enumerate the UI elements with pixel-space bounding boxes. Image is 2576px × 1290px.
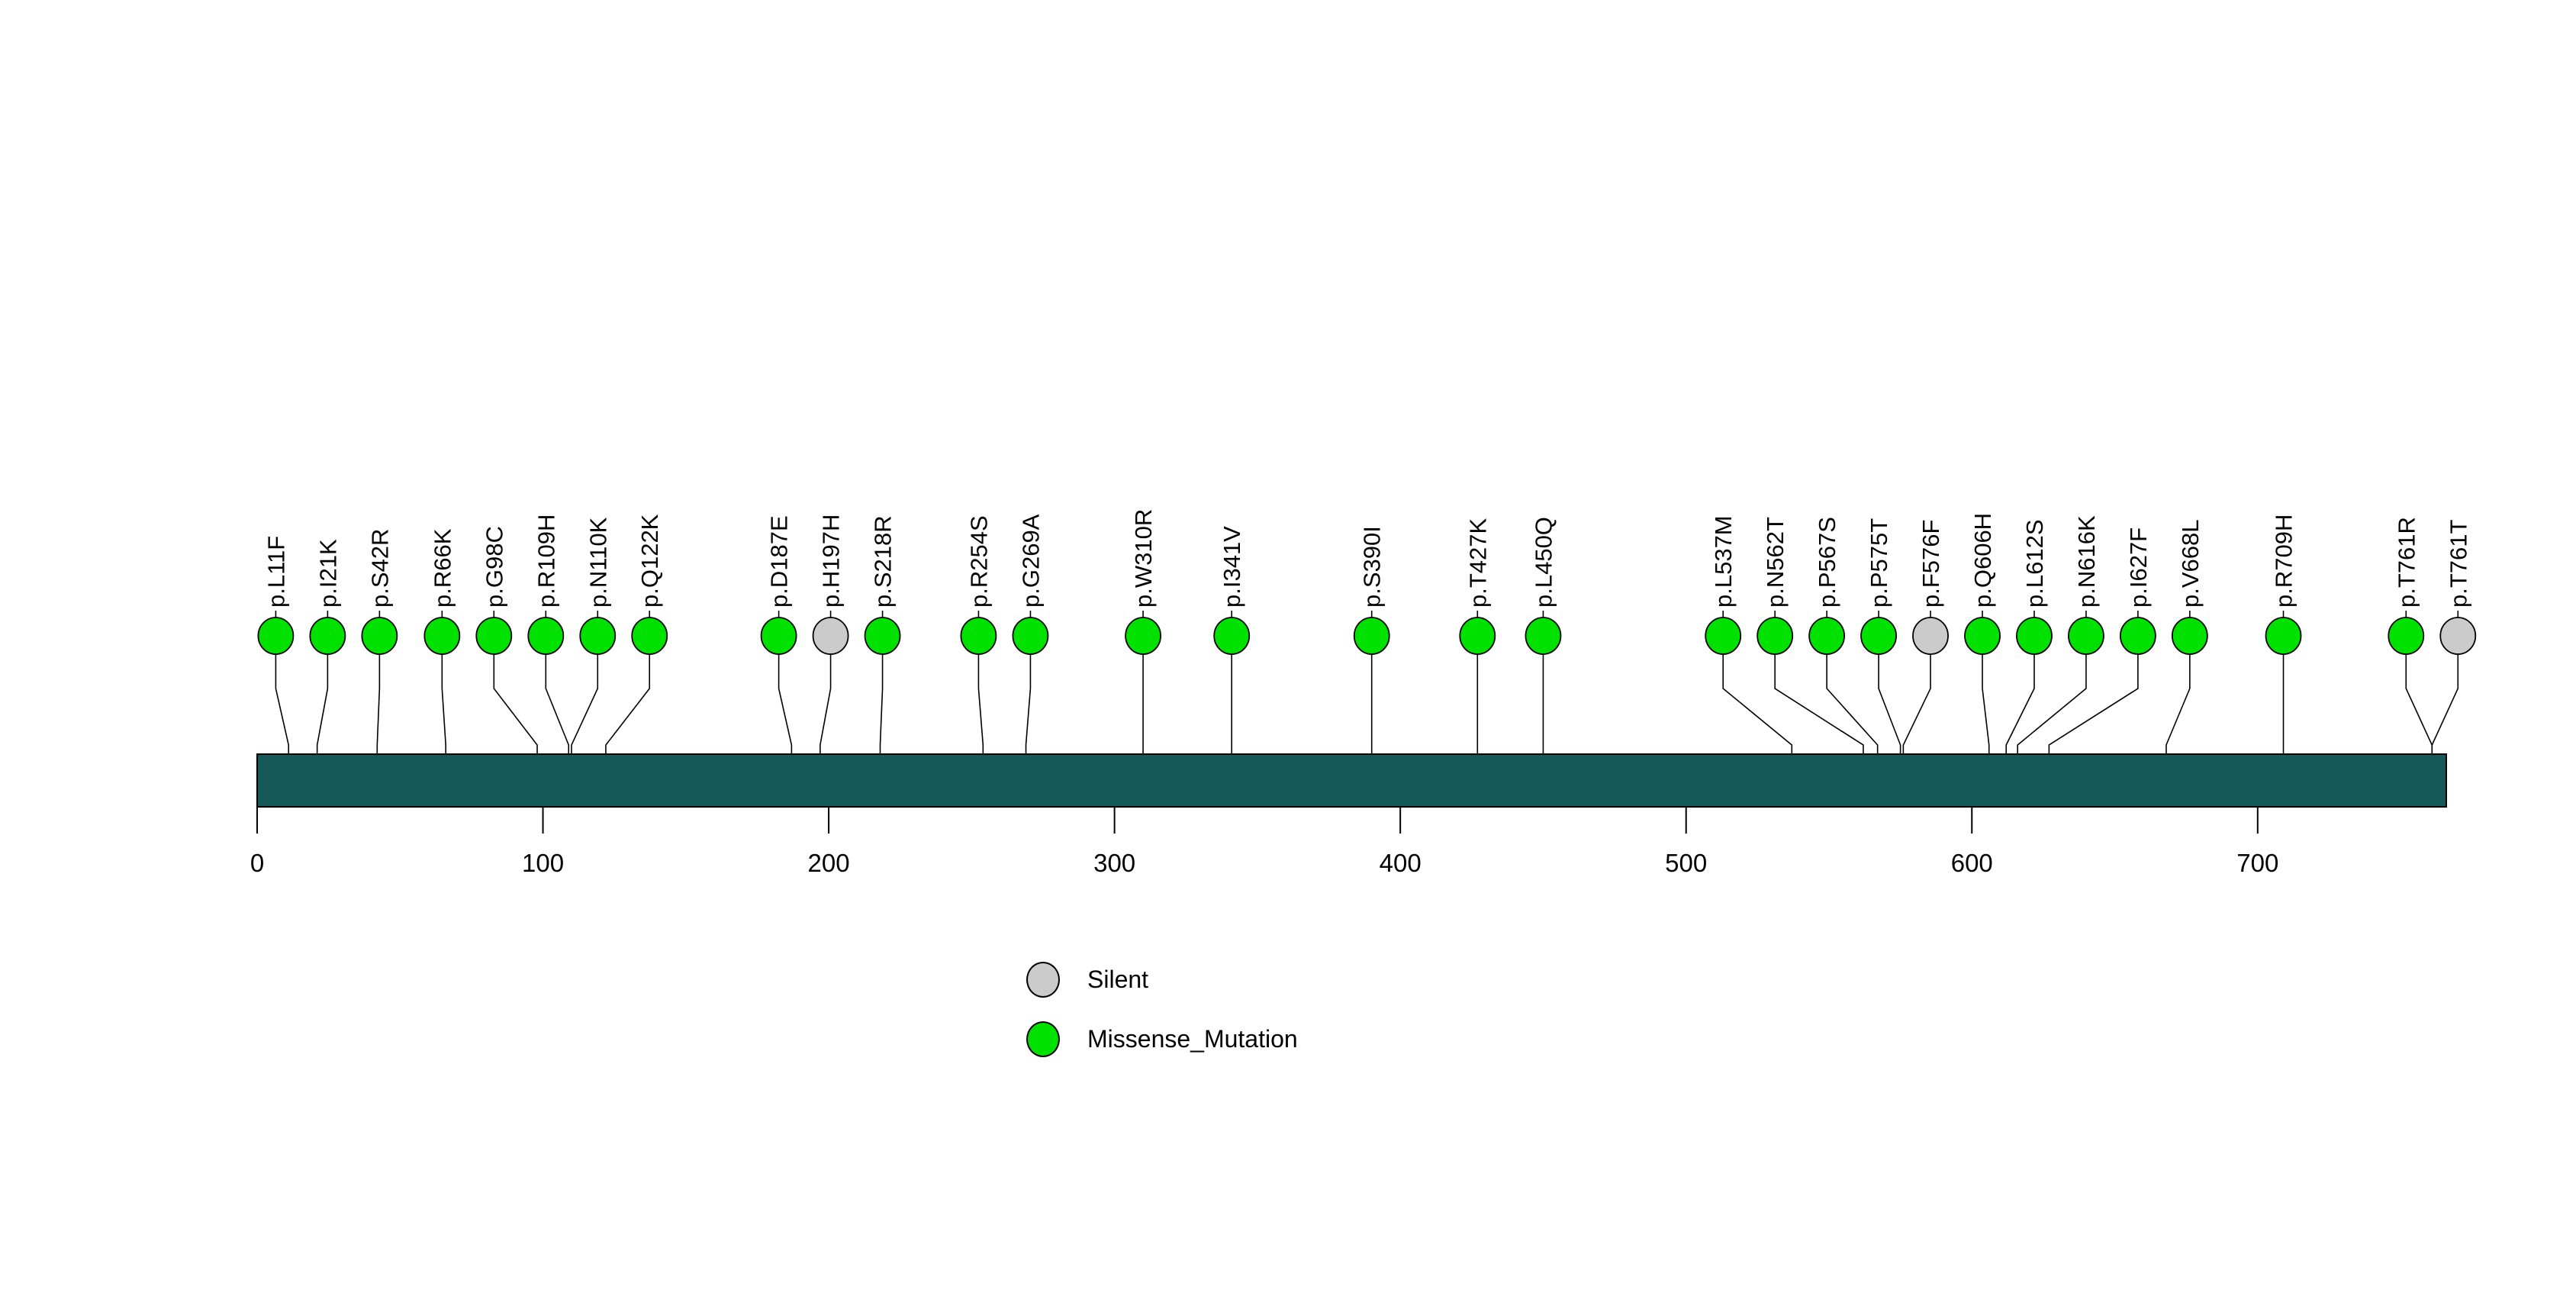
lollipop-marker <box>960 617 997 655</box>
mutation-label: p.R254S <box>965 515 992 608</box>
lollipop-marker <box>361 617 398 655</box>
mutation-label: p.P575T <box>1866 518 1892 608</box>
protein-backbone <box>256 753 2447 808</box>
mutation-label: p.V668L <box>2177 520 2204 608</box>
lollipop-marker <box>1912 617 1949 655</box>
mutation-label: p.L450Q <box>1530 517 1557 608</box>
mutation-label: p.H197H <box>818 514 845 608</box>
axis-tick-label: 0 <box>250 849 264 877</box>
lollipop-marker <box>1213 617 1251 655</box>
mutation-label: p.N110K <box>584 517 611 608</box>
mutation-label-layer: p.L11F p.I21K p.S42R p.R66K p.G98C p.R109H p.N… <box>262 509 2471 608</box>
mutation-label: p.S218R <box>870 515 897 608</box>
lollipop-marker <box>2265 617 2302 655</box>
mutation-label: p.N562T <box>1762 517 1789 608</box>
mutation-label: p.L537M <box>1710 515 1737 608</box>
lollipop-marker <box>812 617 849 655</box>
marker-layer <box>257 617 2477 655</box>
mutation-label: p.S42R <box>366 529 393 608</box>
lollipop-marker <box>760 617 797 655</box>
silent-swatch-icon <box>1026 961 1060 998</box>
lollipop-marker <box>257 617 295 655</box>
mutation-label: p.I627F <box>2125 527 2152 608</box>
lollipop-marker <box>1353 617 1390 655</box>
legend-item-silent: Silent <box>1026 960 1298 998</box>
legend: Silent Missense_Mutation <box>1026 960 1298 1079</box>
mutation-label: p.R66K <box>429 528 456 608</box>
lollipop-marker <box>631 617 668 655</box>
x-axis: 0 100 200 300 400 500 600 700 <box>250 808 2278 877</box>
mutation-label: p.S390I <box>1359 526 1386 608</box>
lollipop-marker <box>527 617 565 655</box>
missense-swatch-icon <box>1026 1021 1060 1057</box>
mutation-label: p.R109H <box>533 514 559 608</box>
mutation-label: p.T427K <box>1464 518 1491 608</box>
mutation-label: p.P567S <box>1814 517 1840 608</box>
mutation-label: p.Q122K <box>636 514 663 608</box>
lollipop-marker <box>2171 617 2208 655</box>
legend-label-missense: Missense_Mutation <box>1087 1024 1298 1053</box>
backbone-layer <box>256 753 2447 808</box>
lollipop-marker <box>864 617 901 655</box>
mutation-label: p.T761R <box>2393 517 2420 608</box>
mutation-label: p.G269A <box>1017 514 1044 608</box>
axis-tick-label: 600 <box>1951 849 1993 877</box>
lollipop-marker <box>1757 617 1794 655</box>
lollipop-marker <box>2016 617 2053 655</box>
lollipop-marker <box>1012 617 1049 655</box>
axis-tick-label: 300 <box>1093 849 1135 877</box>
axis-tick-label: 400 <box>1380 849 1422 877</box>
mutation-label: p.N616K <box>2073 515 2100 608</box>
axis-tick-label: 500 <box>1665 849 1707 877</box>
lollipop-marker <box>1808 617 1846 655</box>
lollipop-marker <box>1525 617 1562 655</box>
mutation-label: p.F576F <box>1918 520 1944 608</box>
mutation-label: p.T761T <box>2445 519 2471 608</box>
axis-tick-label: 100 <box>522 849 564 877</box>
axis-tick-label: 200 <box>808 849 850 877</box>
lollipop-marker <box>579 617 617 655</box>
lollipop-marker <box>2068 617 2104 655</box>
mutation-label: p.W310R <box>1130 509 1157 608</box>
lollipop-marker <box>1125 617 1161 655</box>
lollipop-marker <box>2388 617 2425 655</box>
mutation-label: p.G98C <box>481 526 507 608</box>
lollipop-marker <box>1964 617 2001 655</box>
legend-label-silent: Silent <box>1087 965 1149 993</box>
mutation-label: p.L11F <box>262 536 289 608</box>
lollipop-marker <box>475 617 513 655</box>
lollipop-marker <box>1459 617 1496 655</box>
axis-tick-label: 700 <box>2236 849 2278 877</box>
lollipop-marker <box>309 617 346 655</box>
lollipop-marker <box>2439 617 2477 655</box>
mutation-label: p.D187E <box>766 515 793 608</box>
mutation-label: p.I21K <box>314 539 341 608</box>
lollipop-marker <box>2119 617 2156 655</box>
mutation-label: p.R709H <box>2271 514 2297 608</box>
mutation-label: p.Q606H <box>1969 513 1996 608</box>
lollipop-marker <box>1705 617 1742 655</box>
mutation-label: p.L612S <box>2021 520 2048 608</box>
lollipop-marker <box>423 617 461 655</box>
mutation-label: p.I341V <box>1219 526 1245 608</box>
legend-item-missense: Missense_Mutation <box>1026 1020 1298 1058</box>
lollipop-marker <box>1860 617 1897 655</box>
